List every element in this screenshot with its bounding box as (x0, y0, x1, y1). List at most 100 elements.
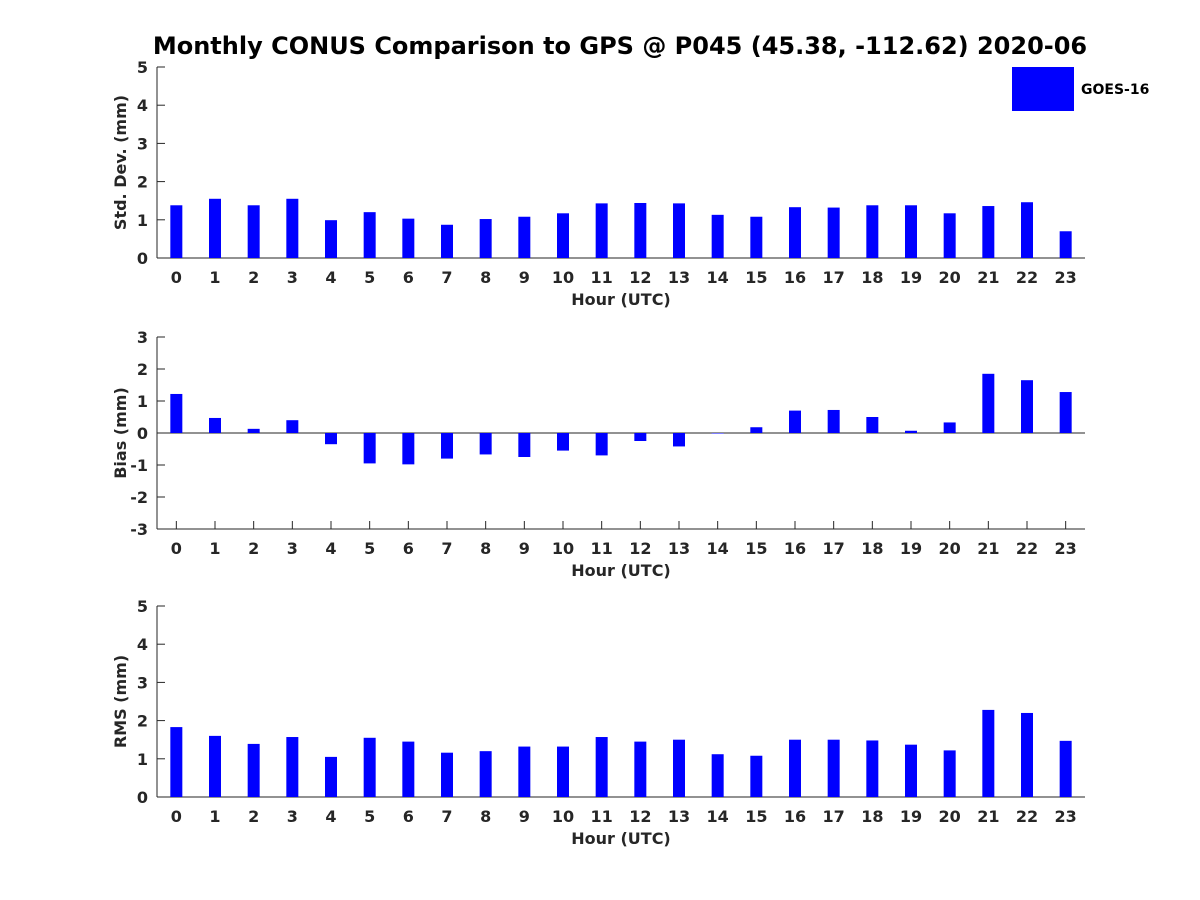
x-tick-label: 5 (364, 807, 375, 826)
x-tick-label: 3 (287, 807, 298, 826)
bar (286, 198, 299, 258)
bar (402, 218, 415, 258)
x-tick-label: 15 (745, 539, 767, 558)
bar (557, 433, 569, 451)
x-tick-label: 7 (441, 539, 452, 558)
bar (943, 750, 956, 797)
y-tick-label: 2 (137, 712, 148, 731)
x-tick-label: 16 (784, 268, 806, 287)
x-tick-label: 4 (325, 807, 336, 826)
bar (789, 739, 801, 797)
y-tick-label: -1 (130, 456, 148, 475)
y-tick-label: 1 (137, 750, 148, 769)
x-tick-label: 0 (171, 807, 182, 826)
bar (518, 746, 531, 797)
x-tick-label: 2 (248, 539, 259, 558)
x-tick-label: 22 (1016, 268, 1038, 287)
x-tick-label: 11 (591, 807, 613, 826)
x-tick-label: 4 (325, 539, 336, 558)
x-tick-label: 23 (1055, 539, 1077, 558)
bar (479, 751, 492, 797)
bar (441, 224, 453, 258)
x-tick-label: 22 (1016, 539, 1038, 558)
bar (711, 433, 724, 434)
bar (982, 373, 995, 433)
x-axis-label: Hour (UTC) (571, 561, 671, 580)
x-tick-label: 22 (1016, 807, 1038, 826)
bar (634, 433, 647, 441)
x-tick-label: 8 (480, 539, 491, 558)
bar (595, 433, 608, 456)
x-tick-label: 5 (364, 539, 375, 558)
y-tick-label: 1 (137, 392, 148, 411)
bar (866, 205, 879, 258)
bar (286, 420, 299, 433)
bar (247, 743, 260, 797)
bar (518, 433, 531, 457)
bar (905, 744, 917, 797)
x-tick-label: 7 (441, 807, 452, 826)
bar (325, 433, 337, 445)
y-tick-label: 4 (137, 96, 148, 115)
x-tick-label: 20 (939, 268, 961, 287)
bar (1021, 712, 1033, 797)
bar (363, 737, 376, 797)
x-tick-label: 15 (745, 268, 767, 287)
x-tick-label: 0 (171, 268, 182, 287)
bar (209, 417, 221, 433)
y-tick-label: 2 (137, 173, 148, 192)
bar (750, 427, 763, 433)
y-axis-label: RMS (mm) (111, 655, 130, 748)
x-tick-label: 18 (861, 268, 883, 287)
x-tick-label: 11 (591, 268, 613, 287)
x-tick-label: 10 (552, 807, 574, 826)
bar (170, 727, 183, 797)
bar (595, 203, 608, 258)
x-tick-label: 4 (325, 268, 336, 287)
y-tick-label: 3 (137, 673, 148, 692)
bar (827, 739, 840, 797)
bar (363, 433, 376, 464)
x-tick-label: 3 (287, 268, 298, 287)
bar (673, 203, 685, 258)
bar (1059, 392, 1072, 433)
bar (209, 735, 221, 797)
x-tick-label: 14 (707, 807, 729, 826)
x-tick-label: 10 (552, 268, 574, 287)
bar (634, 741, 647, 797)
bar (557, 746, 569, 797)
x-tick-label: 19 (900, 807, 922, 826)
x-tick-label: 23 (1055, 268, 1077, 287)
bar (595, 737, 608, 797)
x-tick-label: 17 (823, 268, 845, 287)
x-tick-label: 8 (480, 807, 491, 826)
bar (325, 756, 337, 797)
x-tick-label: 9 (519, 268, 530, 287)
bar (1021, 380, 1033, 433)
bar (286, 737, 299, 797)
y-axis-label: Bias (mm) (111, 387, 130, 479)
x-tick-label: 20 (939, 539, 961, 558)
bar (402, 433, 415, 465)
bar (711, 754, 724, 797)
bar (1059, 231, 1072, 258)
x-tick-label: 14 (707, 268, 729, 287)
y-tick-label: -2 (130, 488, 148, 507)
bar (789, 207, 801, 258)
bar (402, 741, 415, 797)
y-tick-label: 5 (137, 58, 148, 77)
x-tick-label: 9 (519, 807, 530, 826)
x-axis-label: Hour (UTC) (571, 290, 671, 309)
x-tick-label: 21 (977, 539, 999, 558)
x-tick-label: 6 (403, 807, 414, 826)
x-tick-label: 14 (707, 539, 729, 558)
x-tick-label: 16 (784, 539, 806, 558)
legend-label: GOES-16 (1081, 82, 1149, 98)
x-tick-label: 16 (784, 807, 806, 826)
bar (170, 205, 183, 258)
x-tick-label: 5 (364, 268, 375, 287)
x-tick-label: 0 (171, 539, 182, 558)
x-axis-label: Hour (UTC) (571, 829, 671, 848)
